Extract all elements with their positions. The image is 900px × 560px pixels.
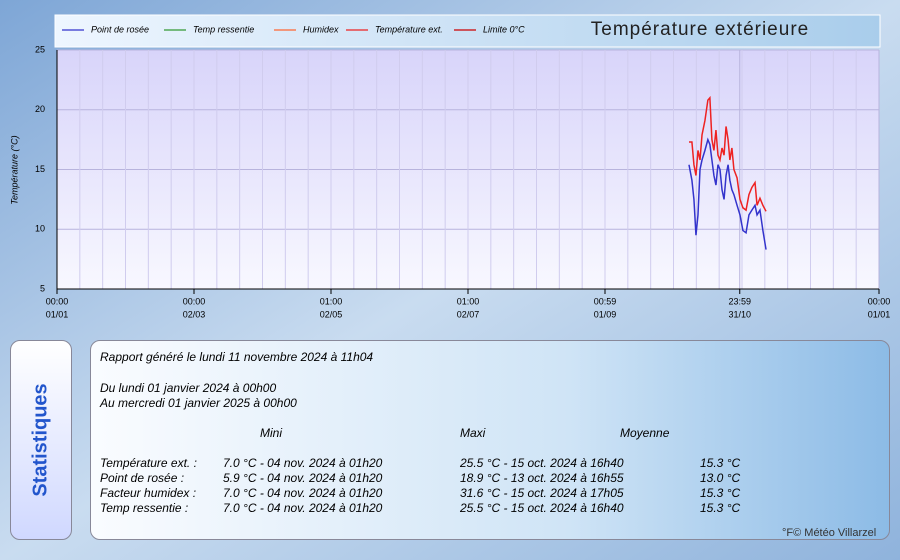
y-tick-label: 10 [35,224,45,234]
x-tick-label: 00:00 [46,296,69,306]
y-tick-label: 25 [35,44,45,54]
x-tick-date: 31/10 [728,309,751,319]
x-tick-label: 00:59 [594,296,617,306]
x-tick-date: 02/07 [457,309,480,319]
x-tick-date: 02/05 [320,309,343,319]
series-line [688,137,767,250]
x-tick-label: 23:59 [728,296,751,306]
x-tick-label: 00:00 [183,296,206,306]
legend-label: Humidex [303,24,339,34]
y-tick-label: 15 [35,164,45,174]
x-tick-label: 01:00 [457,296,480,306]
chart-title: Température extérieure [591,19,809,40]
legend-label: Limite 0°C [483,24,525,34]
y-tick-label: 5 [40,283,45,293]
legend-label: Temp ressentie [193,24,254,34]
x-tick-date: 02/03 [183,309,206,319]
series-line [688,95,767,212]
x-tick-date: 01/01 [46,309,69,319]
x-tick-label: 00:00 [868,296,891,306]
legend-label: Température ext. [375,24,443,34]
legend-bar [54,14,881,48]
y-axis-label: Température (°C) [9,135,19,204]
y-tick-label: 20 [35,104,45,114]
x-tick-date: 01/01 [868,309,891,319]
x-tick-date: 01/09 [594,309,617,319]
x-tick-label: 01:00 [320,296,343,306]
legend-label: Point de rosée [91,24,149,34]
